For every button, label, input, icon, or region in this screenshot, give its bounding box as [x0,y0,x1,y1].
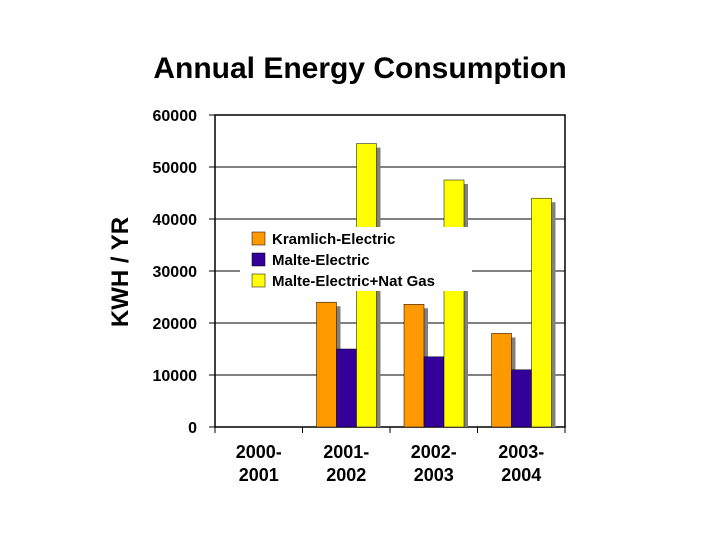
bar [403,304,425,428]
legend-label: Malte-Electric [272,252,370,269]
x-category-label: 2003 [414,465,454,485]
y-tick-label: 10000 [153,368,198,385]
y-tick-label: 40000 [153,212,198,229]
bar [336,348,357,428]
x-category-label: 2001 [239,465,279,485]
x-category-label: 2003- [498,442,544,462]
bar [443,179,465,428]
legend-box [240,227,472,291]
y-tick-label: 50000 [153,160,198,177]
bar [423,356,445,428]
y-axis-ticks: 60000 50000 40000 30000 20000 10000 0 [153,108,215,437]
bars [316,143,556,428]
x-category-label: 2002- [411,442,457,462]
legend-swatch [251,252,266,267]
legend: Kramlich-Electric Malte-Electric Malte-Ele… [240,227,472,291]
bar [491,333,512,428]
chart-title: Annual Energy Consumption [153,52,566,85]
bar [511,369,532,428]
y-tick-label: 30000 [153,264,198,281]
y-axis-label: KWH / YR [107,217,134,327]
bar [531,197,552,428]
legend-label: Kramlich-Electric [272,231,395,248]
x-category-label: 2004 [501,465,541,485]
x-category-label: 2001- [323,442,369,462]
y-tick-label: 60000 [153,108,198,125]
legend-swatch [251,231,266,246]
bar [316,301,337,428]
x-category-label: 2002 [326,465,366,485]
x-category-label: 2000- [236,442,282,462]
y-tick-label: 20000 [153,316,198,333]
y-tick-label: 0 [188,420,197,437]
legend-label: Malte-Electric+Nat Gas [272,273,435,290]
legend-swatch [251,273,266,288]
x-axis-categories: 2000- 2001 2001- 2002 2002- 2003 2003- 2004 [214,427,566,485]
